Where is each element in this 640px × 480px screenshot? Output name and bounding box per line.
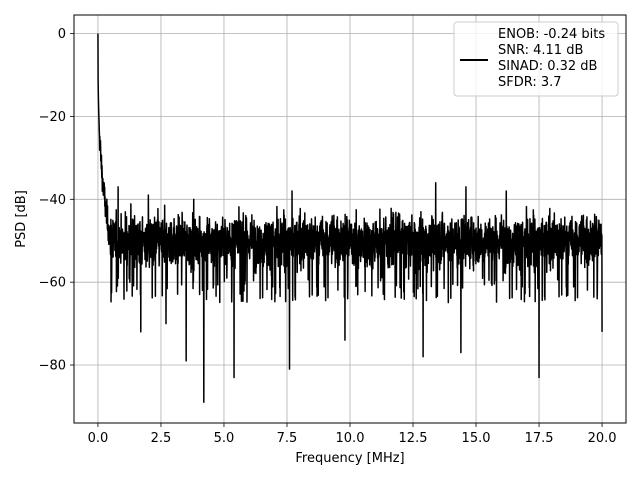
x-tick-label: 10.0 [336, 431, 365, 446]
y-tick-label: −80 [39, 359, 66, 374]
series-group [97, 33, 603, 404]
x-tick-label: 7.5 [277, 431, 298, 446]
legend-sinad: SINAD: 0.32 dB [498, 59, 597, 74]
x-tick-label: 17.5 [525, 431, 554, 446]
x-axis-ticks: 0.0 2.5 5.0 7.5 10.0 12.5 15.0 17.5 20.0 [88, 423, 617, 446]
y-tick-label: −20 [39, 110, 66, 125]
legend-enob: ENOB: -0.24 bits [498, 27, 605, 42]
y-tick-label: 0 [58, 27, 66, 42]
x-tick-label: 5.0 [214, 431, 235, 446]
legend-snr: SNR: 4.11 dB [498, 43, 583, 58]
x-tick-label: 12.5 [399, 431, 428, 446]
y-tick-label: −60 [39, 276, 66, 291]
y-tick-label: −40 [39, 193, 66, 208]
psd-series-line [97, 33, 603, 404]
y-axis-ticks: 0 −20 −40 −60 −80 [39, 27, 74, 374]
x-tick-label: 15.0 [462, 431, 491, 446]
x-tick-label: 20.0 [588, 431, 617, 446]
legend: ENOB: -0.24 bits SNR: 4.11 dB SINAD: 0.3… [453, 21, 619, 97]
legend-sfdr: SFDR: 3.7 [498, 75, 562, 90]
x-axis-label: Frequency [MHz] [295, 451, 404, 466]
x-tick-label: 0.0 [88, 431, 109, 446]
legend-box [453, 21, 619, 97]
x-tick-label: 2.5 [151, 431, 172, 446]
y-axis-label: PSD [dB] [14, 190, 29, 248]
